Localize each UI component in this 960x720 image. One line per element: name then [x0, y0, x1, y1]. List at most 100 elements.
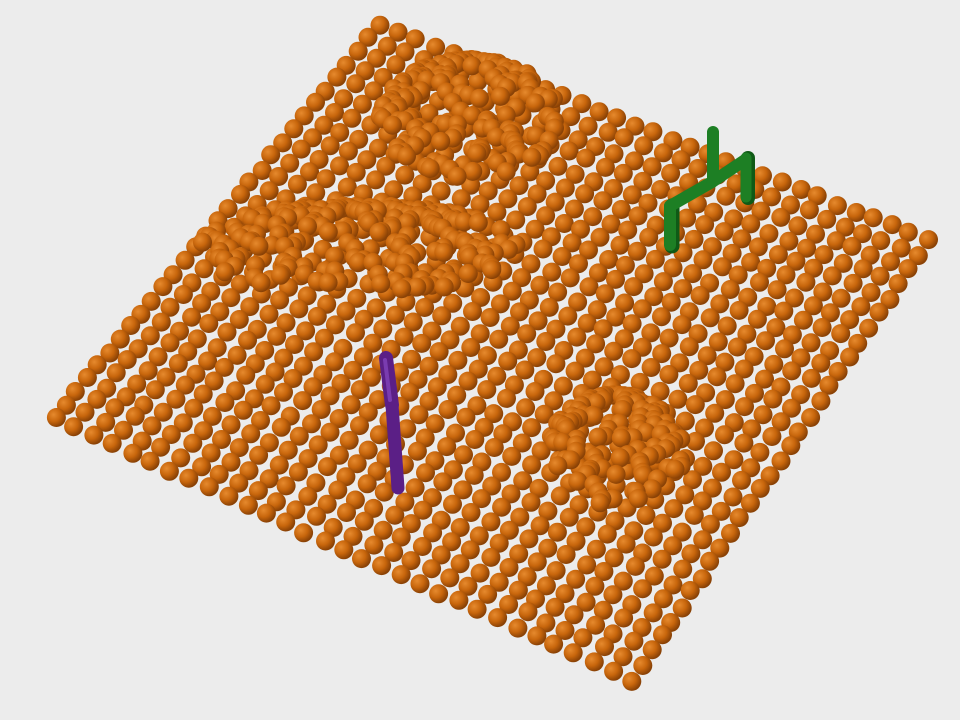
- bed-particle: [270, 290, 290, 310]
- top-mound-particle: [467, 143, 487, 163]
- bed-particle: [198, 351, 218, 371]
- bed-particle: [256, 503, 276, 523]
- bed-particle: [644, 287, 664, 307]
- bed-particle: [338, 141, 358, 161]
- bed-particle: [499, 595, 519, 614]
- bottom-right-mound-particle: [606, 464, 626, 484]
- bed-particle: [221, 452, 241, 472]
- bed-particle: [358, 27, 378, 47]
- bed-particle: [255, 374, 275, 394]
- bed-particle: [771, 412, 791, 432]
- bed-particle: [364, 81, 384, 101]
- bed-particle: [652, 344, 672, 364]
- bed-particle: [334, 89, 354, 109]
- bed-particle: [880, 290, 900, 309]
- bed-particle: [175, 375, 195, 395]
- bed-particle: [463, 302, 482, 321]
- bed-particle: [229, 473, 249, 493]
- bed-particle: [611, 200, 631, 219]
- bed-particle: [593, 600, 613, 620]
- bed-particle: [145, 380, 165, 400]
- bed-particle: [599, 250, 619, 269]
- bed-particle: [804, 258, 824, 278]
- left-mound-particle: [318, 273, 338, 292]
- bed-particle: [604, 144, 624, 164]
- bed-particle: [851, 297, 871, 317]
- bed-particle: [261, 396, 281, 416]
- bed-particle: [481, 547, 501, 567]
- bed-particle: [536, 576, 556, 596]
- bed-particle: [799, 200, 819, 220]
- bed-particle: [405, 478, 425, 498]
- bottom-right-mound-particle: [568, 471, 588, 491]
- bed-particle: [679, 337, 699, 357]
- bed-particle: [742, 419, 762, 439]
- bed-particle: [522, 418, 542, 438]
- bed-particle: [240, 297, 260, 317]
- bed-particle: [627, 241, 647, 261]
- bed-particle: [673, 559, 693, 579]
- bed-particle: [613, 163, 633, 183]
- bottom-right-mound-particle: [548, 456, 568, 476]
- bed-particle: [536, 206, 556, 226]
- bed-particle: [576, 592, 596, 612]
- bed-particle: [320, 386, 340, 406]
- bed-particle: [353, 347, 373, 367]
- bed-particle: [296, 321, 316, 341]
- bed-particle: [681, 544, 701, 564]
- bed-particle: [362, 367, 381, 387]
- bed-particle: [214, 357, 234, 377]
- bed-particle: [204, 371, 224, 391]
- bed-particle: [426, 37, 446, 57]
- left-mound-particle: [407, 277, 427, 297]
- bed-particle: [337, 177, 357, 197]
- bed-particle: [497, 388, 516, 408]
- bed-particle: [583, 207, 603, 227]
- bed-particle: [500, 316, 520, 336]
- bed-particle: [347, 288, 367, 308]
- bed-particle: [750, 272, 769, 292]
- bed-particle: [575, 348, 595, 368]
- bed-particle: [376, 156, 396, 176]
- bottom-right-mound-particle: [588, 427, 608, 447]
- bed-particle: [460, 540, 480, 560]
- bed-particle: [766, 318, 786, 338]
- bed-particle: [391, 565, 411, 585]
- bed-particle: [510, 302, 529, 322]
- bed-particle: [343, 360, 363, 380]
- bed-particle: [386, 55, 406, 75]
- bed-particle: [179, 468, 199, 488]
- bed-particle: [370, 15, 390, 35]
- bed-particle: [140, 326, 160, 346]
- bed-particle: [584, 652, 604, 672]
- bed-particle: [688, 159, 708, 178]
- bed-particle: [653, 143, 673, 163]
- bed-particle: [316, 531, 335, 551]
- bed-particle: [593, 191, 613, 211]
- bed-particle: [673, 279, 693, 299]
- bed-particle: [423, 523, 443, 543]
- bed-particle: [693, 491, 712, 511]
- bed-particle: [391, 527, 411, 547]
- bed-particle: [711, 501, 731, 521]
- bed-particle: [763, 389, 783, 409]
- bed-particle: [123, 443, 143, 463]
- left-mound-particle: [251, 273, 271, 293]
- left-mound-particle: [298, 216, 317, 236]
- bed-particle: [166, 389, 186, 409]
- bed-particle: [547, 522, 567, 542]
- bed-particle: [443, 494, 462, 514]
- bed-particle: [791, 180, 811, 199]
- bed-particle: [753, 405, 773, 425]
- bed-particle: [471, 288, 491, 307]
- bed-particle: [716, 186, 736, 206]
- bed-particle: [199, 314, 219, 333]
- bed-particle: [193, 384, 213, 404]
- bed-particle: [438, 400, 458, 419]
- bed-particle: [175, 250, 195, 270]
- bed-particle: [121, 316, 141, 335]
- bed-particle: [422, 559, 442, 579]
- bed-particle: [594, 562, 614, 581]
- bed-particle: [554, 214, 574, 233]
- bed-particle: [478, 584, 498, 604]
